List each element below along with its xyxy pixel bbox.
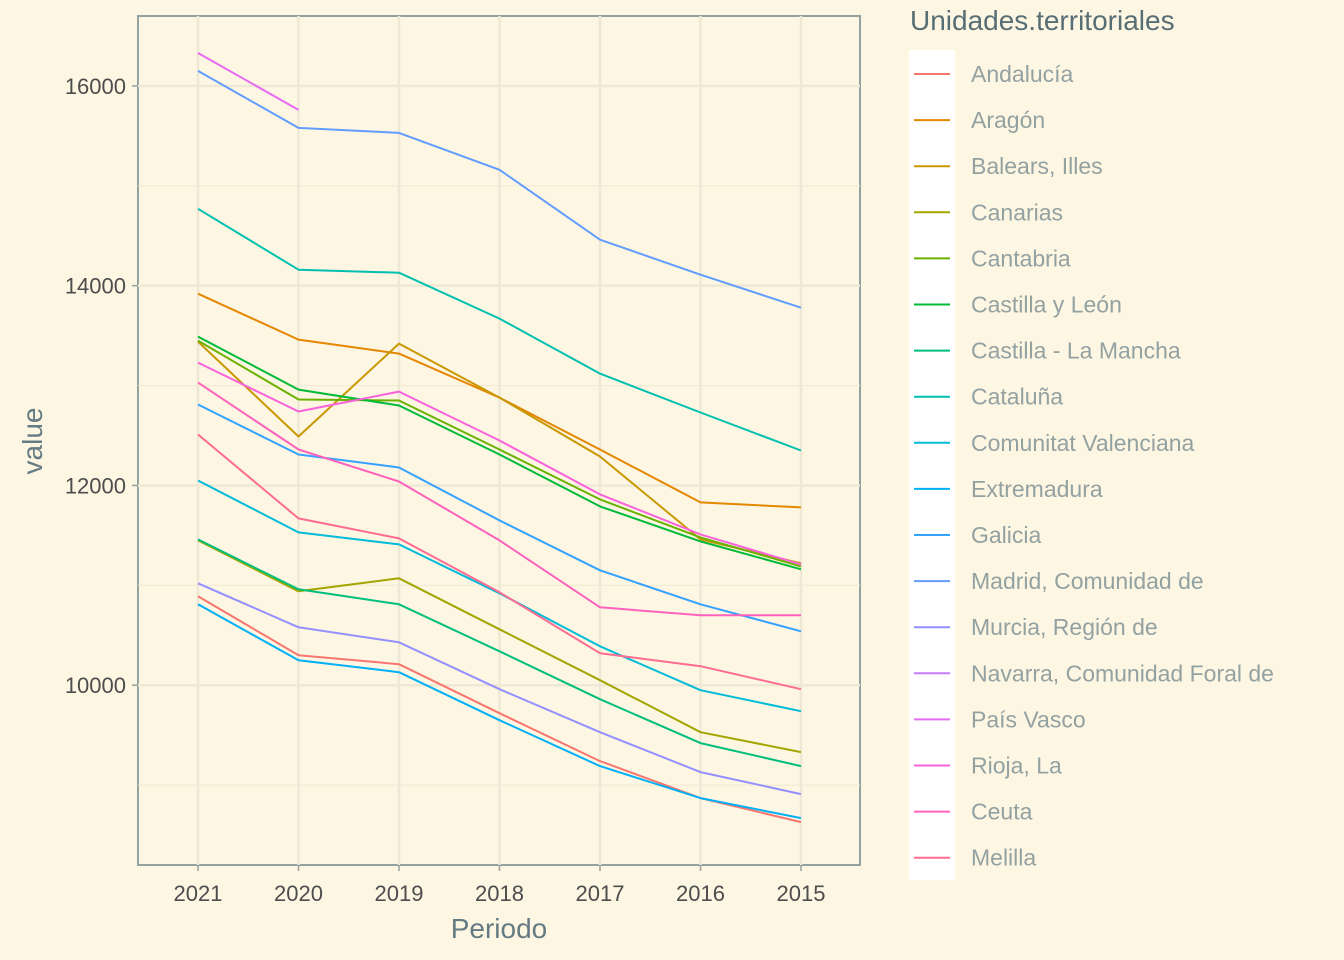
legend-label: Aragón [971,107,1045,133]
legend-label: Extremadura [971,476,1103,502]
series-line [197,603,802,820]
series-line [197,340,802,565]
y-tick-label: 16000 [65,74,126,99]
legend-label: Melilla [971,845,1036,871]
series-line [197,207,802,452]
series-line [197,70,802,309]
series-line [197,403,802,633]
legend-label: Balears, Illes [971,153,1103,179]
major-gridlines [138,16,860,865]
x-tick-label: 2015 [777,881,826,906]
legend-label: Cantabria [971,245,1071,271]
x-tick-label: 2020 [274,881,323,906]
legend-label: Rioja, La [971,753,1062,779]
series-line [197,539,802,754]
x-tick-label: 2016 [676,881,725,906]
series-line [197,582,802,796]
x-axis-ticks: 2021 2020 2019 2018 2017 2016 2015 [174,865,826,906]
legend-label: Andalucía [971,61,1074,87]
legend-key-background [909,50,955,880]
y-tick-label: 14000 [65,274,126,299]
legend-label: Castilla - La Mancha [971,338,1181,364]
legend-label: Ceuta [971,799,1033,825]
x-tick-label: 2019 [375,881,424,906]
legend-label: Comunitat Valenciana [971,430,1195,456]
legend-label: País Vasco [971,706,1086,732]
series-line [197,433,802,691]
legend: Andalucía Aragón Balears, Illes Canarias Can… [914,61,1274,871]
series-line [197,538,802,768]
legend-label: Murcia, Región de [971,614,1158,640]
legend-label: Castilla y León [971,292,1122,318]
series-line [197,381,801,617]
legend-title: Unidades.territoriales [910,5,1175,36]
series-line [197,339,802,568]
x-tick-label: 2021 [174,881,223,906]
legend-label: Canarias [971,199,1063,225]
y-tick-label: 12000 [65,473,126,498]
y-axis-title: value [17,408,48,475]
series-line [197,335,802,571]
legend-label: Galicia [971,522,1042,548]
x-axis-title: Periodo [451,913,548,944]
y-axis-ticks: 10000 12000 14000 16000 [65,74,138,698]
legend-label: Navarra, Comunidad Foral de [971,660,1274,686]
y-tick-label: 10000 [65,673,126,698]
series-lines [197,52,802,824]
series-line [197,361,802,566]
series-line [197,52,299,111]
legend-label: Cataluña [971,384,1063,410]
x-tick-label: 2017 [576,881,625,906]
legend-label: Madrid, Comunidad de [971,568,1204,594]
x-tick-label: 2018 [475,881,524,906]
